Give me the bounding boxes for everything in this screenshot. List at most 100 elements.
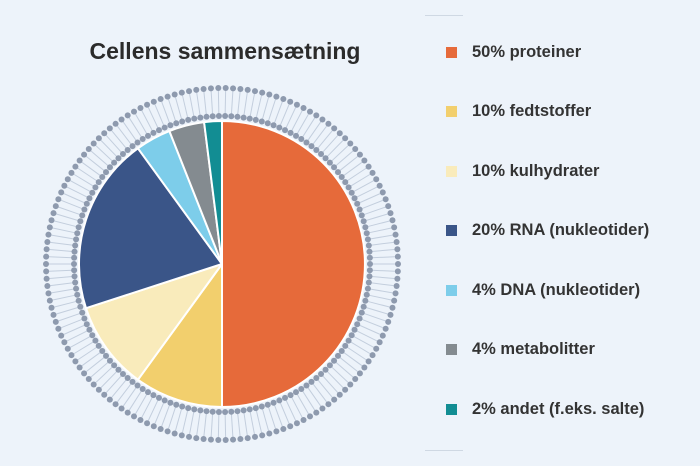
membrane-bead: [207, 436, 214, 443]
membrane-bead: [222, 85, 229, 92]
membrane-tail: [70, 180, 91, 193]
membrane-tail: [49, 249, 73, 252]
membrane-tail: [111, 130, 127, 149]
membrane-tail: [203, 91, 207, 115]
membrane-bead: [55, 196, 62, 203]
legend-swatch: [446, 403, 457, 415]
legend-item: 20% RNA (nukleotider): [446, 219, 649, 243]
membrane-bead: [385, 318, 392, 325]
membrane-bead: [318, 370, 325, 377]
membrane-bead: [124, 112, 131, 119]
membrane-bead: [326, 362, 333, 369]
membrane-bead: [103, 352, 110, 359]
membrane-bead: [264, 120, 271, 127]
membrane-bead: [191, 115, 198, 122]
membrane-bead: [331, 164, 338, 171]
legend-swatch: [446, 106, 457, 117]
membrane-tail: [81, 161, 101, 177]
membrane-tail: [367, 300, 390, 308]
membrane-bead: [336, 130, 343, 137]
membrane-tail: [128, 117, 143, 138]
membrane-bead: [342, 135, 349, 142]
membrane-bead: [394, 268, 401, 275]
membrane-bead: [203, 113, 210, 120]
membrane-bead: [394, 253, 401, 260]
membrane-tail: [285, 399, 297, 421]
membrane-tail: [346, 346, 367, 361]
membrane-bead: [83, 200, 90, 207]
membrane-bead: [366, 248, 373, 255]
membrane-bead: [325, 120, 332, 127]
membrane-bead: [300, 416, 307, 423]
membrane-bead: [43, 261, 49, 267]
membrane-bead: [356, 151, 363, 158]
membrane-bead: [322, 366, 329, 373]
membrane-bead: [58, 332, 65, 339]
membrane-bead: [240, 407, 247, 414]
membrane-bead: [394, 246, 401, 253]
membrane-bead: [347, 381, 354, 388]
membrane-bead: [280, 425, 287, 432]
membrane-tail: [371, 256, 395, 259]
membrane-bead: [71, 248, 78, 255]
legend-item: 10% kulhydrater: [446, 159, 599, 183]
membrane-bead: [215, 408, 222, 415]
membrane-bead: [264, 401, 271, 408]
membrane-bead: [85, 376, 92, 383]
membrane-bead: [336, 391, 343, 398]
membrane-bead: [95, 135, 102, 142]
membrane-tail: [285, 107, 297, 129]
membrane-tail: [52, 294, 76, 301]
membrane-bead: [43, 246, 50, 253]
membrane-bead: [358, 212, 365, 219]
membrane-bead: [356, 370, 363, 377]
membrane-tail: [73, 173, 94, 187]
membrane-bead: [389, 217, 396, 224]
membrane-bead: [119, 151, 126, 158]
membrane-bead: [145, 389, 151, 396]
membrane-bead: [185, 405, 192, 412]
membrane-bead: [139, 136, 146, 143]
membrane-bead: [137, 416, 144, 423]
membrane-bead: [266, 430, 273, 437]
membrane-bead: [326, 159, 333, 166]
membrane-tail: [90, 361, 109, 378]
membrane-bead: [393, 283, 400, 290]
membrane-bead: [334, 352, 341, 359]
legend-swatch: [446, 46, 457, 58]
membrane-bead: [157, 96, 164, 103]
membrane-tail: [365, 213, 388, 222]
membrane-bead: [308, 143, 315, 150]
membrane-bead: [366, 254, 373, 261]
membrane-bead: [363, 291, 370, 298]
membrane-bead: [74, 291, 81, 298]
membrane-bead: [303, 139, 310, 146]
membrane-tail: [267, 406, 276, 429]
membrane-tail: [368, 294, 392, 301]
membrane-bead: [155, 127, 162, 134]
membrane-bead: [345, 337, 352, 344]
legend-swatch: [446, 225, 457, 236]
membrane-bead: [392, 290, 399, 297]
membrane-bead: [164, 93, 171, 100]
membrane-tail: [343, 161, 363, 177]
membrane-bead: [72, 163, 79, 170]
membrane-bead: [72, 358, 79, 365]
membrane-bead: [385, 203, 392, 210]
membrane-bead: [77, 303, 84, 310]
membrane-tail: [49, 276, 73, 279]
membrane-bead: [246, 115, 253, 122]
membrane-tail: [368, 227, 392, 234]
membrane-tail: [237, 91, 241, 115]
membrane-tail: [56, 213, 79, 222]
membrane-tail: [339, 356, 358, 372]
legend-label: 4% metabolitter: [472, 340, 595, 358]
membrane-bead: [287, 392, 294, 399]
membrane-tail: [291, 396, 303, 418]
membrane-bead: [48, 217, 55, 224]
membrane-tail: [363, 312, 386, 322]
membrane-bead: [282, 394, 289, 401]
membrane-bead: [50, 311, 57, 318]
membrane-bead: [354, 200, 361, 207]
membrane-tail: [56, 306, 79, 315]
